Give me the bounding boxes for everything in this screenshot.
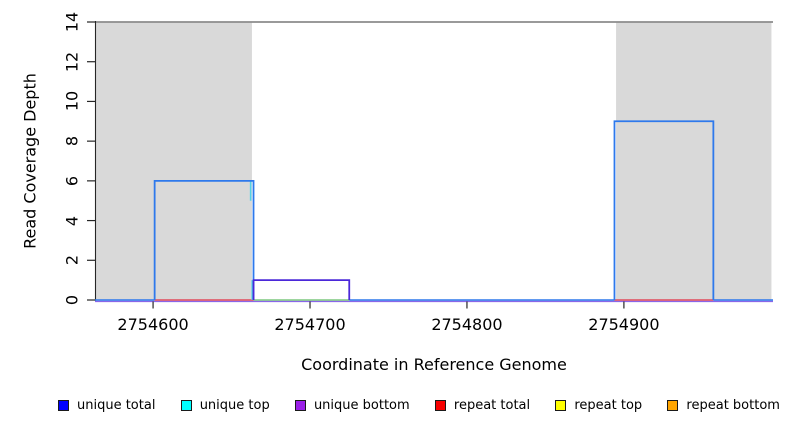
legend-label: unique top [199,398,270,413]
legend-item: unique total [58,398,155,413]
legend-item: unique top [180,398,270,413]
y-tick-label: 4 [62,215,82,226]
x-axis-title: Coordinate in Reference Genome [301,355,567,374]
coverage-step-unique-bottom [252,279,351,300]
legend-swatch-icon [667,400,679,411]
legend-swatch-icon [434,400,446,411]
x-tick-label: 2754900 [588,315,660,334]
legend-item: unique bottom [294,398,410,413]
legend-label: repeat total [453,398,531,413]
x-tick-label: 2754600 [117,315,189,334]
y-tick-label: 12 [62,51,82,72]
legend-label: repeat top [574,398,643,413]
y-axis-title: Read Coverage Depth [20,73,40,249]
x-tick-label: 2754800 [431,315,503,334]
y-tick-label: 10 [62,91,82,112]
y-tick-label: 8 [62,136,82,147]
y-tick-label: 0 [62,294,82,306]
repeat-region-rect [616,22,772,300]
legend-swatch-icon [294,400,306,411]
y-tick-label: 2 [62,255,82,266]
legend-item: repeat top [555,398,642,413]
repeat-region-rect [95,22,252,300]
legend-swatch-icon [180,400,192,411]
y-tick-label: 14 [62,11,82,33]
legend-item: repeat total [434,398,531,413]
legend-swatch-icon [555,400,567,411]
legend-label: repeat bottom [686,398,780,413]
legend-label: unique bottom [313,398,410,413]
coverage-step-unique-total [153,179,255,300]
legend: unique total unique top unique bottom repea… [58,398,780,413]
coverage-step-unique-total [613,120,715,300]
x-tick-label: 2754700 [274,315,346,334]
legend-swatch-icon [58,400,69,411]
legend-item: repeat bottom [667,398,780,413]
legend-label: unique total [77,398,156,413]
y-tick-label: 6 [62,175,82,186]
